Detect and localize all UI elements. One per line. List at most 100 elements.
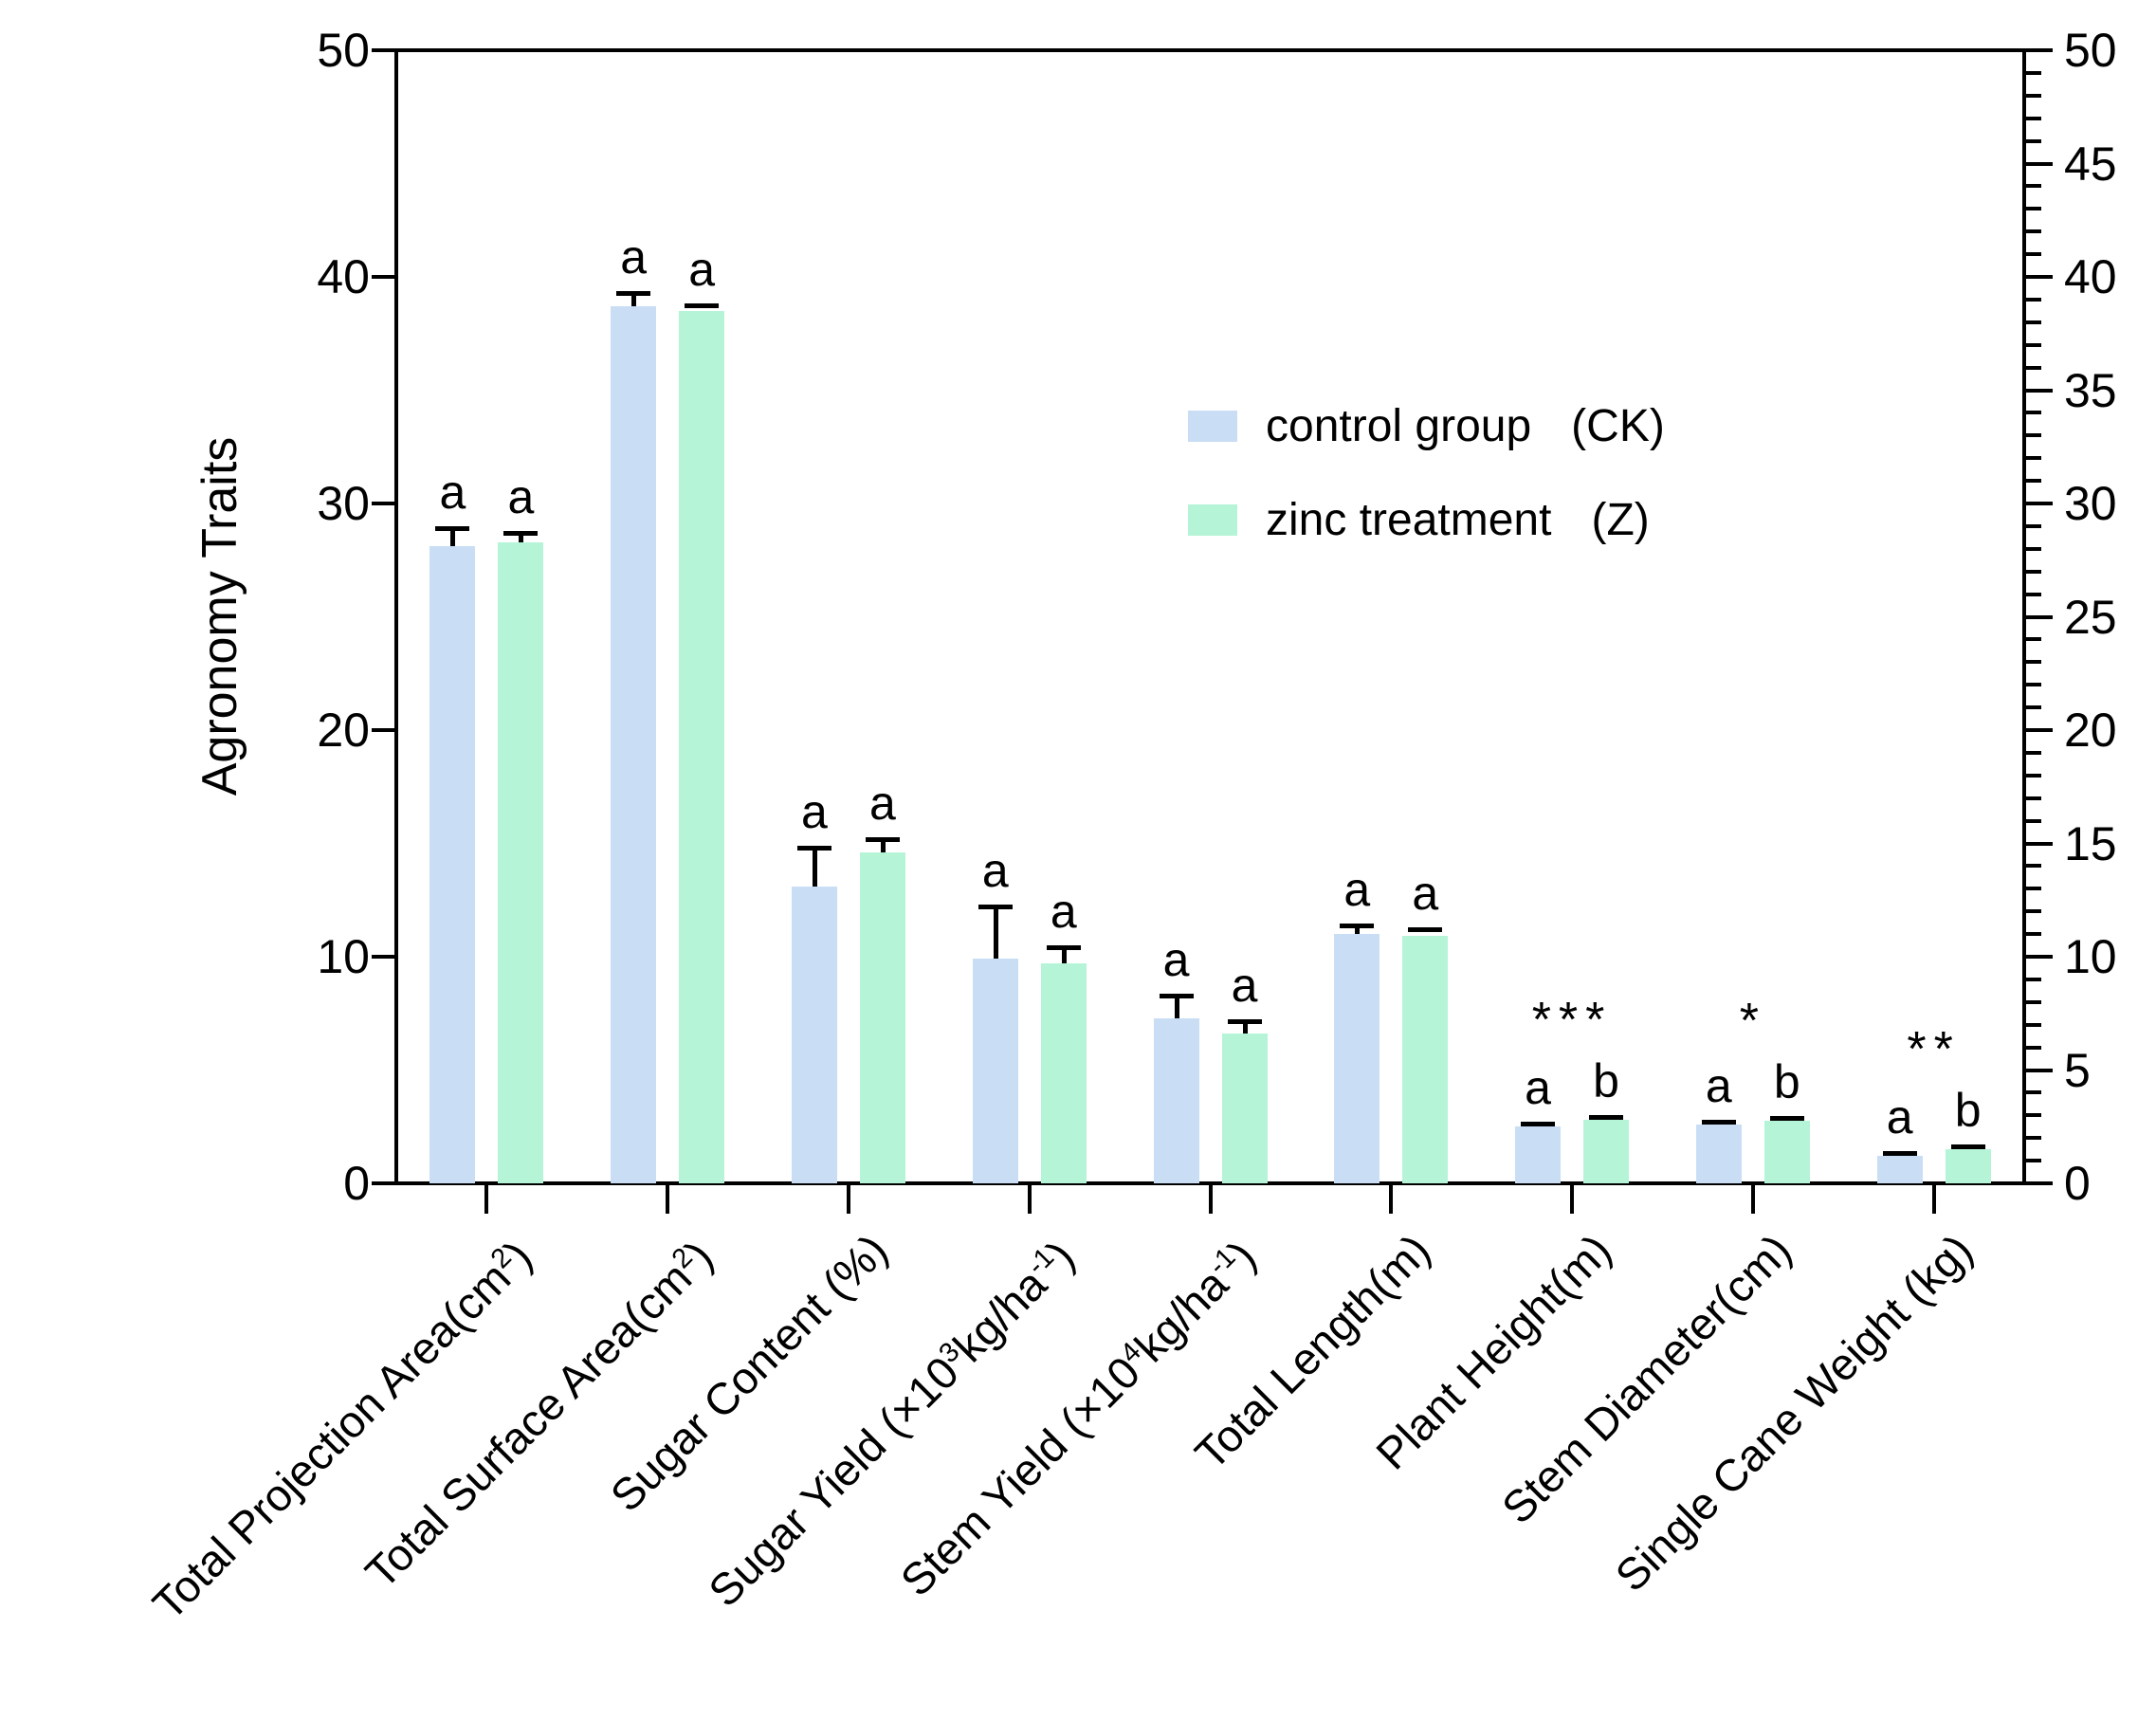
right-axis-minor-tick [2024, 637, 2041, 642]
sig-letter: a [981, 844, 1009, 898]
right-axis-minor-tick [2024, 320, 2041, 324]
sig-letter: b [1593, 1054, 1619, 1108]
legend-label: zinc treatment [1266, 495, 1552, 545]
bar-z [1040, 963, 1087, 1183]
right-axis-minor-tick [2024, 252, 2041, 257]
right-axis-tick [2024, 388, 2053, 393]
error-bar-cap [1950, 1144, 1985, 1150]
right-axis-tick [2024, 48, 2053, 52]
right-axis-tick-label: 15 [2064, 816, 2117, 870]
right-axis-minor-tick [2024, 411, 2041, 415]
x-axis-tick [666, 1183, 670, 1214]
x-axis-tick [1750, 1183, 1755, 1214]
right-axis-tick-label: 40 [2064, 250, 2117, 303]
right-axis-minor-tick [2024, 1022, 2041, 1027]
right-axis-minor-tick [2024, 592, 2041, 596]
left-axis-tick-label: 40 [317, 250, 370, 303]
right-axis-minor-tick [2024, 1159, 2041, 1163]
sig-letter: a [507, 470, 535, 524]
right-axis-minor-tick [2024, 999, 2041, 1004]
legend-code: (CK) [1571, 401, 1665, 451]
right-axis-tick [2024, 275, 2053, 279]
error-bar-cap [1046, 945, 1081, 951]
error-bar-stem [1242, 1021, 1248, 1034]
legend-item: zinc treatment (Z) [1188, 473, 1665, 567]
right-axis-minor-tick [2024, 887, 2041, 891]
right-axis-tick [2024, 728, 2053, 732]
right-axis-tick [2024, 502, 2053, 505]
left-axis-tick-label: 20 [317, 704, 370, 757]
left-axis-tick [372, 502, 396, 505]
bar-z [1945, 1149, 1991, 1183]
left-axis-tick [372, 48, 396, 52]
x-axis-category-label: Stem Yield (×104kg/ha-1) [889, 1231, 1266, 1606]
legend-code: (Z) [1591, 495, 1650, 545]
sig-letter: a [1050, 885, 1077, 939]
right-axis-minor-tick [2024, 750, 2041, 755]
right-axis-tick [2024, 955, 2053, 959]
error-bar-stem [519, 533, 524, 542]
right-axis-minor-tick [2024, 365, 2041, 370]
right-axis-minor-tick [2024, 773, 2041, 778]
error-bar-cap [1159, 993, 1194, 998]
error-bar-stem [450, 528, 456, 547]
right-axis-minor-tick [2024, 184, 2041, 189]
right-axis-minor-tick [2024, 1136, 2041, 1141]
legend-swatch [1188, 411, 1237, 442]
right-axis-tick-label: 25 [2064, 590, 2117, 644]
sig-letter: a [1886, 1089, 1913, 1144]
bar-ck [972, 959, 1018, 1183]
error-bar-cap [1589, 1115, 1624, 1121]
right-axis-tick-label: 20 [2064, 704, 2117, 757]
bar-z [859, 852, 905, 1183]
error-bar-stem [880, 838, 886, 853]
right-axis-minor-tick [2024, 523, 2041, 528]
left-axis-tick-label: 0 [343, 1157, 370, 1210]
right-axis-minor-tick [2024, 1113, 2041, 1118]
right-axis-minor-tick [2024, 1045, 2041, 1050]
bar-ck [1695, 1124, 1742, 1183]
x-axis-tick [1208, 1183, 1213, 1214]
sig-letter: a [1343, 862, 1371, 916]
left-axis-tick [372, 955, 396, 959]
error-bar-stem [631, 292, 637, 307]
legend-item: control group (CK) [1188, 379, 1665, 473]
left-axis-tick [372, 1181, 396, 1185]
right-axis-minor-tick [2024, 207, 2041, 211]
bar-ck [791, 886, 837, 1183]
error-bar-cap [1882, 1150, 1917, 1156]
right-axis-minor-tick [2024, 796, 2041, 800]
right-axis-minor-tick [2024, 660, 2041, 665]
bar-z [1763, 1121, 1810, 1183]
right-axis-minor-tick [2024, 138, 2041, 143]
bar-ck [1334, 934, 1380, 1183]
right-axis-minor-tick [2024, 546, 2041, 551]
bar-z [498, 541, 544, 1183]
x-axis-category-label: Sugar Yield (×103kg/ha-1) [699, 1231, 1085, 1617]
sig-letter: b [1773, 1055, 1800, 1109]
x-axis-tick [1931, 1183, 1936, 1214]
bar-ck [1515, 1126, 1562, 1183]
right-axis-minor-tick [2024, 977, 2041, 981]
bar-z [679, 310, 725, 1183]
legend: control group (CK) zinc treatment (Z) [1188, 379, 1665, 567]
bar-z [1221, 1034, 1268, 1183]
right-axis-tick-label: 10 [2064, 930, 2117, 983]
sig-letter: a [1525, 1061, 1551, 1115]
error-bar-cap [685, 302, 720, 308]
error-bar-stem [1355, 924, 1361, 935]
bar-ck [1876, 1156, 1923, 1183]
x-axis-tick [846, 1183, 850, 1214]
right-axis-tick [2024, 161, 2053, 166]
right-axis-minor-tick [2024, 909, 2041, 914]
error-bar-cap [1701, 1119, 1736, 1125]
right-axis-tick-label: 35 [2064, 363, 2117, 417]
left-axis-tick [372, 275, 396, 279]
right-axis-tick-label: 50 [2064, 24, 2117, 77]
right-axis-tick-label: 5 [2064, 1043, 2091, 1097]
bar-ck [1153, 1017, 1199, 1183]
error-bar-cap [865, 836, 900, 842]
right-axis-minor-tick [2024, 569, 2041, 574]
right-axis-minor-tick [2024, 116, 2041, 120]
sig-letter: a [869, 776, 896, 830]
